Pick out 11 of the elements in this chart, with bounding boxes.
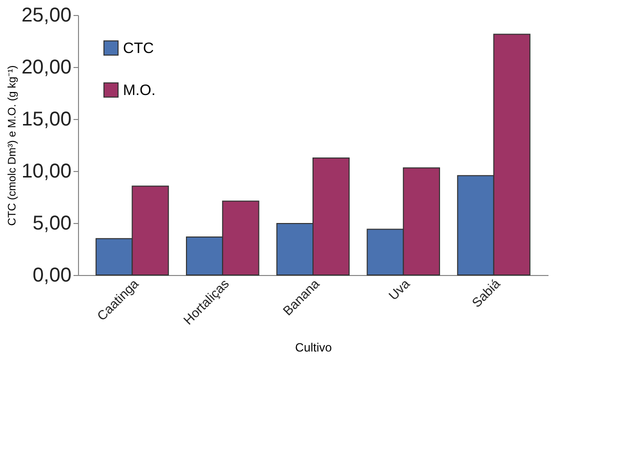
y-tick-label: 10,00 (21, 160, 72, 182)
x-tick-label: Uva (386, 276, 414, 304)
y-tick-label: 15,00 (21, 108, 72, 130)
y-tick-label: 20,00 (21, 56, 72, 78)
legend-label: CTC (123, 40, 154, 57)
y-tick-label: 0,00 (32, 264, 72, 286)
y-tick-label: 5,00 (32, 212, 72, 234)
legend-label: M.O. (123, 82, 156, 99)
y-axis-title: CTC (cmolc Dm³) e M.O. (g kg⁻¹) (6, 65, 18, 226)
x-axis-title: Cultivo (295, 340, 332, 355)
y-tick-label: 25,00 (21, 4, 72, 26)
